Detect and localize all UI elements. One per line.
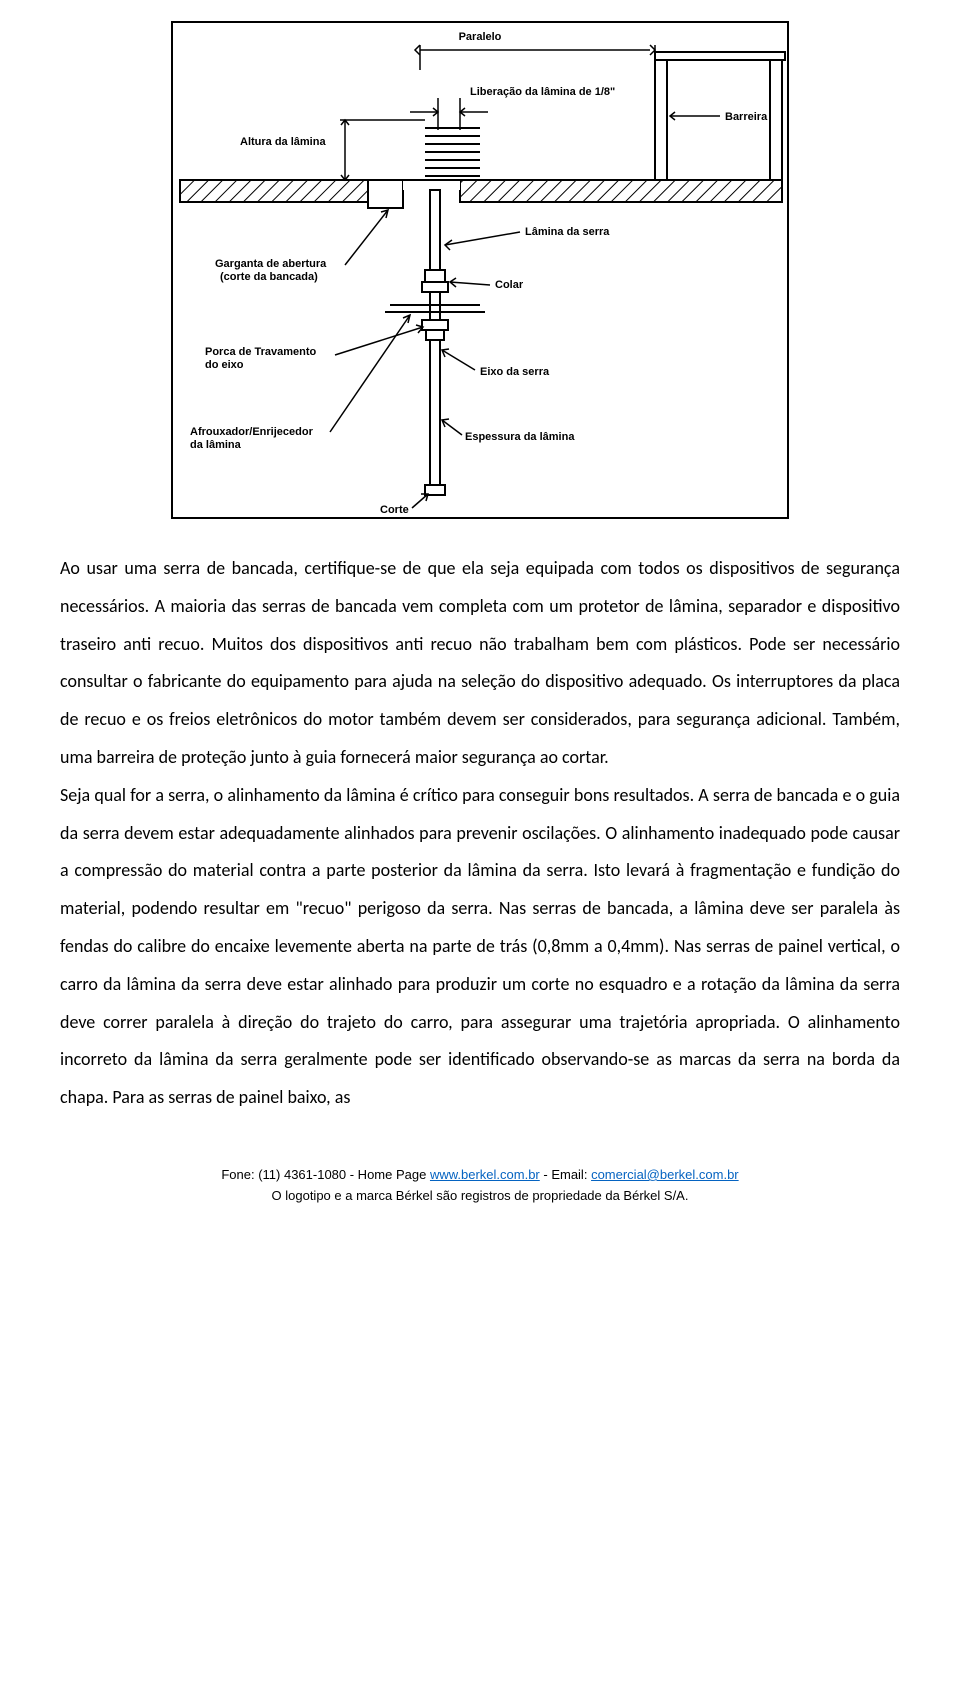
label-paralelo: Paralelo <box>459 31 502 43</box>
label-altura: Altura da lâmina <box>240 136 326 148</box>
label-liberacao: Liberação da lâmina de 1/8" <box>470 86 615 98</box>
label-colar: Colar <box>495 279 524 291</box>
label-garganta1: Garganta de abertura <box>215 258 327 270</box>
label-eixo: Eixo da serra <box>480 366 550 378</box>
technical-diagram: Paralelo Barreira Liberação da lâmina de… <box>170 20 790 520</box>
label-afrouxador1: Afrouxador/Enrijecedor <box>190 426 314 438</box>
label-espessura: Espessura da lâmina <box>465 431 575 443</box>
label-lamina-serra: Lâmina da serra <box>525 226 610 238</box>
footer-homepage-link[interactable]: www.berkel.com.br <box>430 1167 540 1182</box>
label-porca1: Porca de Travamento <box>205 346 317 358</box>
label-porca2: do eixo <box>205 359 244 371</box>
label-afrouxador2: da lâmina <box>190 439 242 451</box>
footer-email-prefix: - Email: <box>540 1167 591 1182</box>
footer-email-link[interactable]: comercial@berkel.com.br <box>591 1167 739 1182</box>
label-barreira: Barreira <box>725 111 768 123</box>
footer-phone: Fone: (11) 4361-1080 - Home Page <box>221 1167 430 1182</box>
label-corte: Corte <box>380 504 409 516</box>
body-paragraph: Ao usar uma serra de bancada, certifique… <box>60 550 900 1117</box>
footer-trademark: O logotipo e a marca Bérkel são registro… <box>60 1188 900 1203</box>
page-footer: Fone: (11) 4361-1080 - Home Page www.ber… <box>60 1167 900 1203</box>
label-garganta2: (corte da bancada) <box>220 271 318 283</box>
